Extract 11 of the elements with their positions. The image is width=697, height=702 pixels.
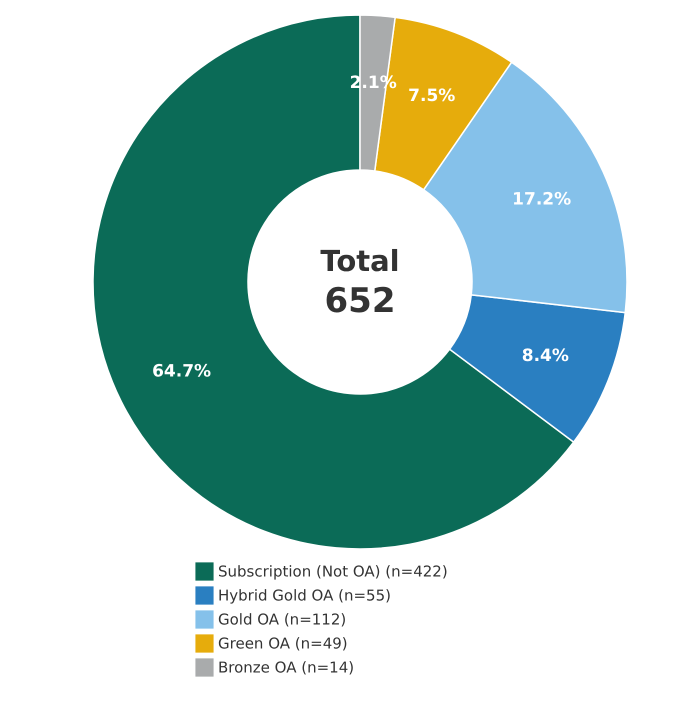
data-label: 64.7% xyxy=(152,361,212,382)
data-label: 8.4% xyxy=(522,346,569,366)
data-label: 7.5% xyxy=(408,86,456,106)
legend-label: Bronze OA (n=14) xyxy=(218,658,354,676)
text: 652 xyxy=(324,281,396,321)
legend-label: Gold OA (n=112) xyxy=(218,610,346,628)
data-label: 17.2% xyxy=(512,190,572,210)
legend-label: Subscription (Not OA) (n=422) xyxy=(218,562,448,580)
legend-label: Green OA (n=49) xyxy=(218,634,348,652)
legend-label: Hybrid Gold OA (n=55) xyxy=(218,586,391,604)
text: Total xyxy=(320,244,400,278)
